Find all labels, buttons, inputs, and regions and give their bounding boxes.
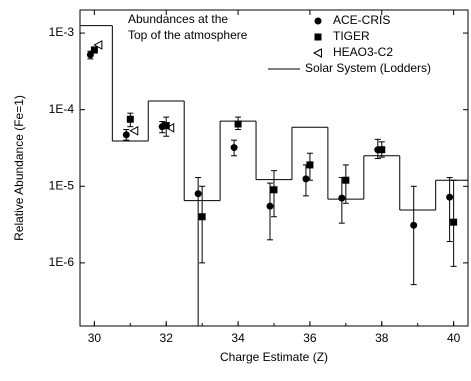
data-point [122, 131, 130, 139]
data-point [378, 146, 386, 154]
data-point [162, 122, 170, 130]
data-point [126, 115, 134, 123]
data-point [234, 120, 242, 128]
y-tick-label: 1E-6 [49, 255, 75, 269]
data-point [129, 125, 139, 136]
data-point [314, 33, 322, 41]
y-axis-label: Relative Abundance (Fe=1) [12, 95, 26, 241]
y-tick-label: 1E-3 [49, 25, 75, 39]
data-point [342, 176, 350, 184]
data-point [266, 202, 274, 210]
data-point [198, 213, 206, 221]
data-point [90, 46, 98, 54]
data-point [230, 144, 238, 152]
data-point [93, 40, 103, 50]
x-tick-label: 34 [231, 331, 245, 345]
x-axis-label: Charge Estimate (Z) [220, 350, 328, 364]
data-point [338, 194, 346, 202]
x-tick-label: 36 [303, 331, 317, 345]
data-point [450, 218, 458, 226]
y-tick-label: 1E-5 [49, 178, 75, 192]
legend-symbol [314, 17, 322, 25]
legend-symbol [314, 33, 322, 41]
legend-label: HEAO3-C2 [333, 45, 393, 59]
data-point [306, 161, 314, 169]
x-tick-label: 38 [375, 331, 389, 345]
x-tick-label: 32 [160, 331, 174, 345]
data-point [302, 175, 310, 183]
annotation: Abundances at the [128, 12, 228, 26]
plot-frame [79, 9, 469, 327]
data-point [446, 193, 454, 201]
legend-label: TIGER [333, 29, 370, 43]
x-tick-label: 40 [447, 331, 461, 345]
data-point [314, 17, 322, 25]
data-point [165, 122, 175, 133]
legend-label: ACE-CRIS [333, 13, 390, 27]
plot-area [80, 25, 468, 326]
legend-symbol [312, 48, 322, 58]
data-point [194, 190, 202, 198]
data-point [270, 186, 278, 194]
x-tick-label: 30 [88, 331, 102, 345]
annotation: Top of the atmosphere [128, 28, 248, 42]
legend-label: Solar System (Lodders) [305, 61, 431, 75]
data-point [312, 48, 322, 58]
data-point [410, 221, 418, 229]
y-tick-label: 1E-4 [49, 102, 75, 116]
